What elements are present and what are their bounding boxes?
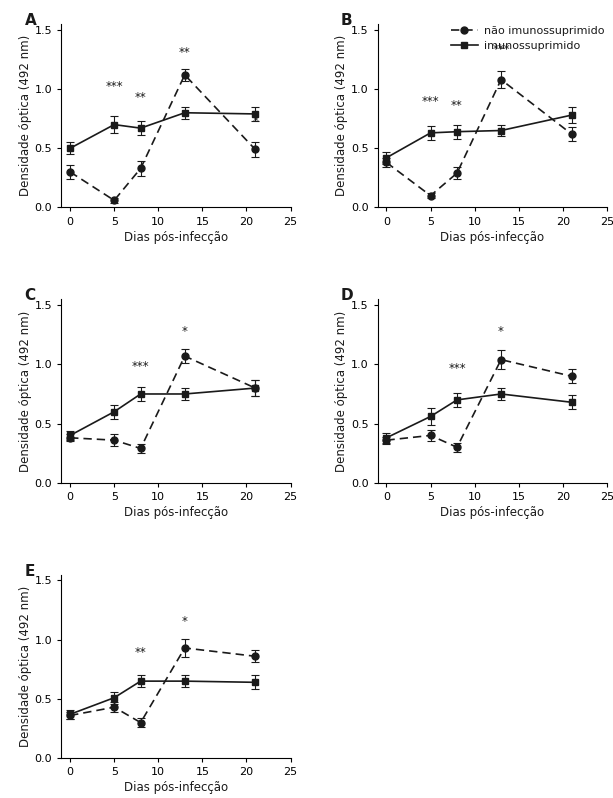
Text: ***: *** [105,80,123,93]
Text: *: * [498,326,504,338]
Text: ***: *** [132,360,150,373]
X-axis label: Dias pós-infecção: Dias pós-infecção [440,231,544,243]
Text: B: B [341,13,352,28]
X-axis label: Dias pós-infecção: Dias pós-infecção [124,781,228,794]
Y-axis label: Densidade óptica (492 nm): Densidade óptica (492 nm) [19,586,32,747]
Text: *: * [182,326,188,338]
Text: D: D [341,288,354,303]
Text: *: * [253,115,258,128]
Text: **: ** [179,46,191,60]
Text: ***: *** [448,362,466,375]
Y-axis label: Densidade óptica (492 nm): Densidade óptica (492 nm) [335,310,348,472]
Text: ***: *** [492,43,510,56]
Text: **: ** [451,99,463,112]
Text: ***: *** [422,95,440,108]
Text: **: ** [135,92,147,105]
Text: C: C [25,288,36,303]
Text: E: E [25,563,35,579]
X-axis label: Dias pós-infecção: Dias pós-infecção [440,506,544,519]
Text: *: * [182,614,188,628]
Text: A: A [25,13,36,28]
Y-axis label: Densidade óptica (492 nm): Densidade óptica (492 nm) [335,35,348,196]
X-axis label: Dias pós-infecção: Dias pós-infecção [124,231,228,243]
Y-axis label: Densidade óptica (492 nm): Densidade óptica (492 nm) [19,35,32,196]
X-axis label: Dias pós-infecção: Dias pós-infecção [124,506,228,519]
Y-axis label: Densidade óptica (492 nm): Densidade óptica (492 nm) [19,310,32,472]
Legend: não imunossuprimido, imunossuprimido: não imunossuprimido, imunossuprimido [451,26,604,51]
Text: **: ** [135,646,147,658]
